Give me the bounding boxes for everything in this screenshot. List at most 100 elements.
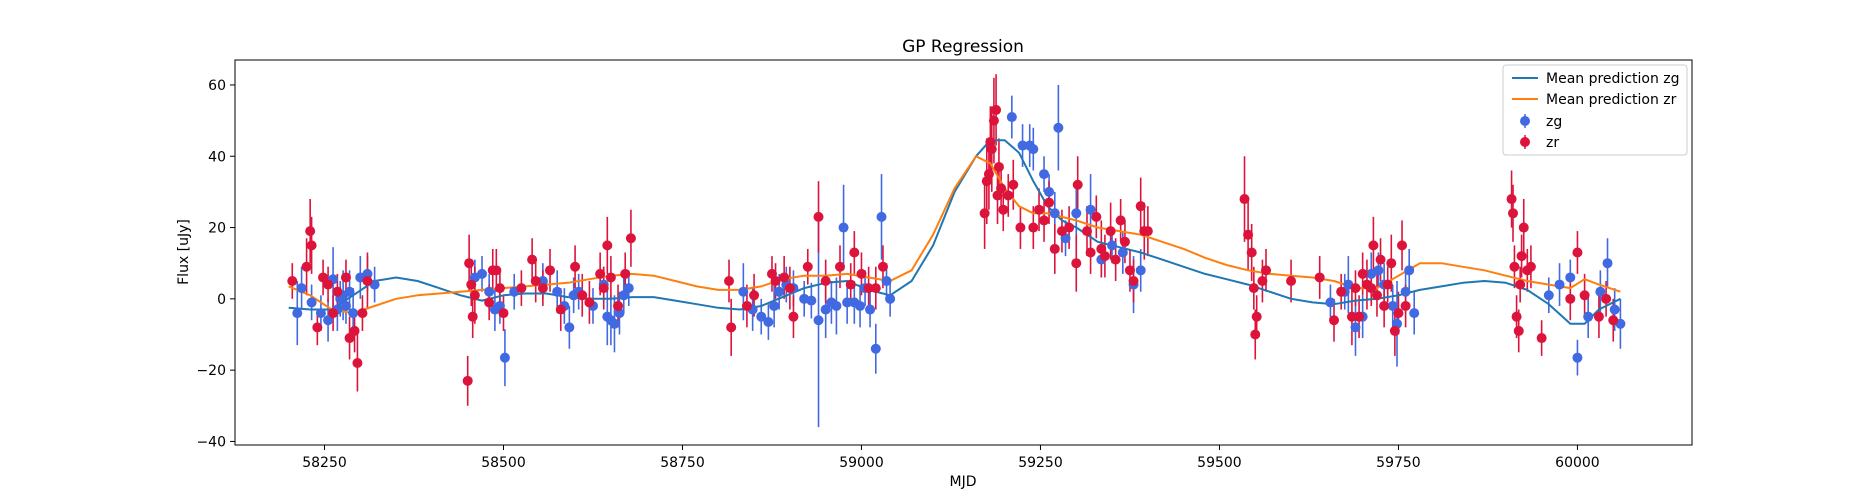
- zg-point: [842, 297, 853, 308]
- zr-point: [1336, 286, 1347, 297]
- zr-point: [1246, 247, 1257, 258]
- zr-point: [770, 276, 781, 287]
- zr-point: [834, 261, 845, 272]
- y-tick-label: 20: [208, 221, 226, 237]
- zr-point: [1003, 190, 1014, 201]
- zg-point: [1044, 186, 1055, 197]
- zr-point: [1375, 254, 1386, 265]
- zg-point: [820, 304, 831, 315]
- zg-point: [344, 286, 355, 297]
- legend-label-zr: zr: [1546, 135, 1559, 151]
- zr-point: [469, 290, 480, 301]
- zg-point: [564, 322, 575, 333]
- zr-point: [613, 300, 624, 311]
- zg-point: [306, 297, 317, 308]
- zr-point: [577, 290, 588, 301]
- zg-point: [292, 308, 303, 319]
- zg-point: [1543, 290, 1554, 301]
- zr-point: [1509, 261, 1520, 272]
- zg-point: [1325, 297, 1336, 308]
- zg-point: [1006, 112, 1017, 123]
- y-tick-label: 60: [208, 78, 226, 94]
- zr-point: [1579, 290, 1590, 301]
- zg-point: [1107, 240, 1118, 251]
- zr-point: [1508, 208, 1519, 219]
- zg-point: [1135, 265, 1146, 276]
- zr-point: [1368, 240, 1379, 251]
- zr-point: [845, 279, 856, 290]
- zr-point: [1506, 194, 1517, 205]
- zr-point: [1085, 247, 1096, 258]
- zr-point: [516, 283, 527, 294]
- zr-point: [1389, 325, 1400, 336]
- zr-point: [1105, 226, 1116, 237]
- zg-point: [618, 290, 629, 301]
- zr-point: [979, 208, 990, 219]
- zr-point: [1518, 222, 1529, 233]
- zr-point: [323, 279, 334, 290]
- zr-point: [724, 276, 735, 287]
- zr-point: [1239, 194, 1250, 205]
- zr-point: [494, 283, 505, 294]
- zr-point: [305, 226, 316, 237]
- zr-point: [1572, 247, 1583, 258]
- zg-point: [1404, 265, 1415, 276]
- zg-point: [756, 311, 767, 322]
- zg-point: [1373, 265, 1384, 276]
- zr-point: [1511, 311, 1522, 322]
- legend-zg-marker: [1520, 116, 1530, 126]
- zr-point: [1525, 261, 1536, 272]
- zr-point: [1250, 329, 1261, 340]
- zr-point: [1099, 251, 1110, 262]
- zg-point: [738, 286, 749, 297]
- zr-point: [998, 204, 1009, 215]
- zr-point: [1115, 215, 1126, 226]
- zr-point: [328, 308, 339, 319]
- zr-point: [491, 265, 502, 276]
- zr-point: [1357, 268, 1368, 279]
- zr-point: [870, 283, 881, 294]
- zr-point: [1397, 240, 1408, 251]
- x-tick-label: 59500: [1197, 455, 1242, 471]
- legend-zr-marker: [1520, 137, 1530, 147]
- zr-point: [1329, 315, 1340, 326]
- zr-point: [1260, 265, 1271, 276]
- zr-point: [1072, 179, 1083, 190]
- zg-point: [609, 318, 620, 329]
- zr-point: [1028, 222, 1039, 233]
- zr-point: [498, 308, 509, 319]
- zg-point: [1049, 208, 1060, 219]
- zg-point: [865, 304, 876, 315]
- zg-point: [1350, 322, 1361, 333]
- zr-point: [1515, 279, 1526, 290]
- zr-point: [625, 233, 636, 244]
- zr-point: [362, 276, 373, 287]
- zr-point: [318, 272, 329, 283]
- zr-point: [357, 308, 368, 319]
- zg-point: [1602, 258, 1613, 269]
- zr-point: [1386, 258, 1397, 269]
- zg-point: [1609, 304, 1620, 315]
- zr-point: [877, 261, 888, 272]
- x-axis: 58250 58500 58750 59000 59250 59500 59750 60000: [302, 445, 1600, 471]
- x-tick-label: 59250: [1018, 455, 1063, 471]
- y-tick-label: −20: [196, 363, 226, 379]
- zr-point: [993, 161, 1004, 172]
- zr-point: [996, 183, 1007, 194]
- zr-point: [986, 144, 997, 155]
- x-tick-label: 59750: [1376, 455, 1421, 471]
- zr-point: [462, 375, 473, 386]
- zg-point: [855, 300, 866, 311]
- zr-point: [1049, 243, 1060, 254]
- zr-point: [602, 240, 613, 251]
- zg-point: [323, 315, 334, 326]
- zg-point: [769, 300, 780, 311]
- zr-point: [1142, 226, 1153, 237]
- zr-point: [1393, 308, 1404, 319]
- y-axis-label: Flux [uJy]: [176, 219, 192, 285]
- zg-point: [881, 276, 892, 287]
- zg-point: [1387, 300, 1398, 311]
- zg-point: [1039, 169, 1050, 180]
- zr-point: [464, 258, 475, 269]
- zg-point: [315, 308, 326, 319]
